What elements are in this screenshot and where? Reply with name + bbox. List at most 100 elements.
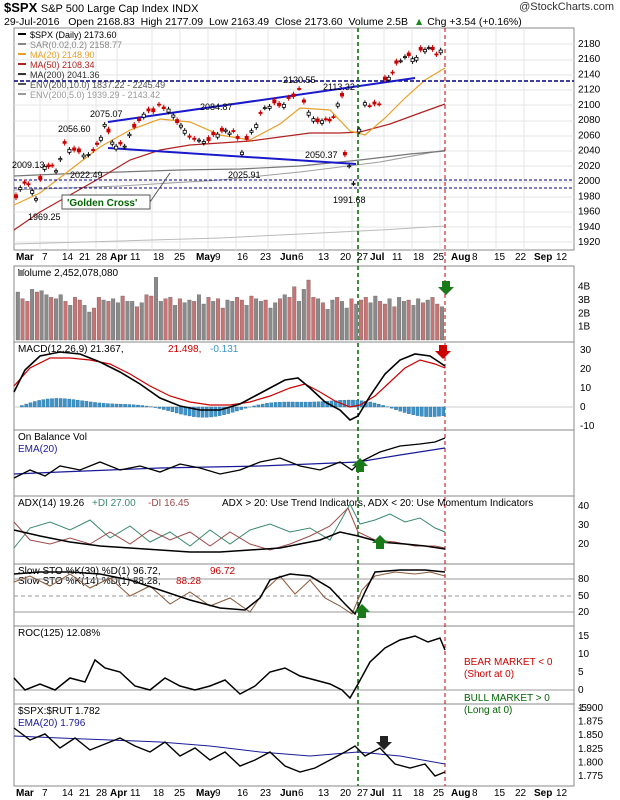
annotation-1991: 1991.68 xyxy=(333,195,366,205)
candle-body xyxy=(235,136,240,139)
bull-market-note: BULL MARKET > 0 xyxy=(464,693,550,704)
price-tick-label: 2120 xyxy=(578,85,601,96)
exchange-label: INDX xyxy=(172,3,199,15)
x-axis-label: Aug xyxy=(451,788,470,799)
volume-bars xyxy=(15,277,444,341)
ratio-ema-legend: EMA(20) 1.796 xyxy=(18,718,86,729)
ma200-line xyxy=(13,150,446,177)
macd-hist-bar xyxy=(84,401,89,408)
annotation-1969: 1969.25 xyxy=(28,212,61,222)
obv-line xyxy=(13,437,446,479)
candle-body xyxy=(410,58,415,63)
adx-legend-main: ADX(14) 19.26 xyxy=(18,498,85,509)
price-tick-label: 2040 xyxy=(578,146,601,157)
macd-hist-bar xyxy=(420,406,424,417)
x-axis-label: 6 xyxy=(298,788,304,799)
x-axis-label: 16 xyxy=(237,252,249,263)
roc-y-axis: 15 10 5 0 -5 xyxy=(578,631,590,714)
candle-body xyxy=(267,105,272,109)
macd-hist-bar xyxy=(58,398,63,408)
volume-legend: Volume 2,452,078,080 xyxy=(18,268,119,279)
volume-bar xyxy=(421,302,425,341)
x-axis-label: Apr xyxy=(110,788,127,799)
volume-bar xyxy=(368,302,373,341)
macd-hist-bar xyxy=(67,398,71,408)
volume-bar xyxy=(44,294,49,341)
macd-hist-bar xyxy=(119,404,123,408)
ratio-tick-label: 1.850 xyxy=(578,730,603,741)
candle-body xyxy=(231,130,236,132)
x-axis-label: 21 xyxy=(79,788,91,799)
macd-hist-bar xyxy=(20,405,24,408)
macd-hist-bar xyxy=(174,406,179,414)
candle-body xyxy=(127,133,132,137)
macd-hist-bar xyxy=(24,403,28,408)
price-tick-label: 1920 xyxy=(578,237,601,248)
volume-bar xyxy=(335,297,340,341)
roc-line xyxy=(13,635,446,700)
volume-bar xyxy=(382,303,387,341)
candle-body xyxy=(422,49,427,53)
candle-body xyxy=(67,148,72,153)
volume-bar xyxy=(244,305,249,341)
candle-body xyxy=(95,142,100,145)
macd-hist-bar xyxy=(123,404,127,408)
candle-body xyxy=(136,118,141,122)
x-axis-label: 11 xyxy=(392,788,403,799)
candle-body xyxy=(306,111,311,116)
candle-body xyxy=(62,141,67,144)
volume-bar xyxy=(387,298,392,341)
candle-body xyxy=(347,165,352,168)
price-legend-item: SAR(0.02,0.2) 2158.77 xyxy=(30,40,122,50)
candle-body xyxy=(206,137,211,141)
x-axis-label: Mar xyxy=(16,788,34,799)
volume-bar xyxy=(196,294,201,341)
volume-bar xyxy=(92,307,97,341)
candle-body xyxy=(42,166,47,170)
candle-body xyxy=(86,154,91,156)
macd-legend-hist: -0.131 xyxy=(210,344,239,355)
ratio-ema-line xyxy=(13,735,446,765)
candle-body xyxy=(187,135,192,138)
sto-legend-39: Slow STO %K(39) %D(1) 96.72, xyxy=(18,566,161,577)
candle-body xyxy=(122,145,127,148)
bear-market-subnote: (Short at 0) xyxy=(464,669,514,680)
macd-hist-bar xyxy=(93,402,97,408)
volume-bar xyxy=(406,299,411,341)
price-tick-label: 2080 xyxy=(578,115,601,126)
volume-bar xyxy=(292,286,297,341)
sto-tick-label: 50 xyxy=(578,591,590,602)
x-axis-label: 13 xyxy=(318,252,330,263)
candle-body xyxy=(215,133,220,138)
macd-histogram xyxy=(20,398,446,418)
price-legend-item: $SPX (Daily) 2173.60 xyxy=(30,30,117,40)
candle-body xyxy=(201,141,206,144)
macd-hist-bar xyxy=(402,406,407,413)
ratio-line xyxy=(13,727,446,777)
candle-body xyxy=(377,103,382,106)
x-axis-label: 25 xyxy=(174,788,186,799)
volume-bar xyxy=(49,297,54,341)
volume-bar xyxy=(401,301,406,341)
macd-hist-bar xyxy=(428,406,433,417)
adx-tick-label: 20 xyxy=(578,539,590,550)
x-axis-label: 12 xyxy=(556,788,568,799)
price-tick-label: 2180 xyxy=(578,39,601,50)
black-down-arrow-icon xyxy=(376,736,392,750)
candle-body xyxy=(227,132,232,135)
up-arrow-icon: ▲ xyxy=(413,16,425,28)
x-axis-label: Sep xyxy=(534,788,552,799)
volume-bar xyxy=(115,302,120,341)
macd-hist-bar xyxy=(441,406,446,416)
macd-hist-bar xyxy=(97,402,102,408)
volume-bar xyxy=(339,301,344,341)
annotation-2084: 2084.87 xyxy=(200,102,233,112)
open-label: Open 2168.83 xyxy=(68,16,135,28)
sto-legend-14: Slow STO %K(14) %D(1) 88.28, xyxy=(18,576,161,587)
macd-hist-bar xyxy=(252,405,256,408)
volume-bar xyxy=(39,290,44,341)
ratio-tick-label: 1.825 xyxy=(578,744,603,755)
candle-body xyxy=(362,102,367,106)
